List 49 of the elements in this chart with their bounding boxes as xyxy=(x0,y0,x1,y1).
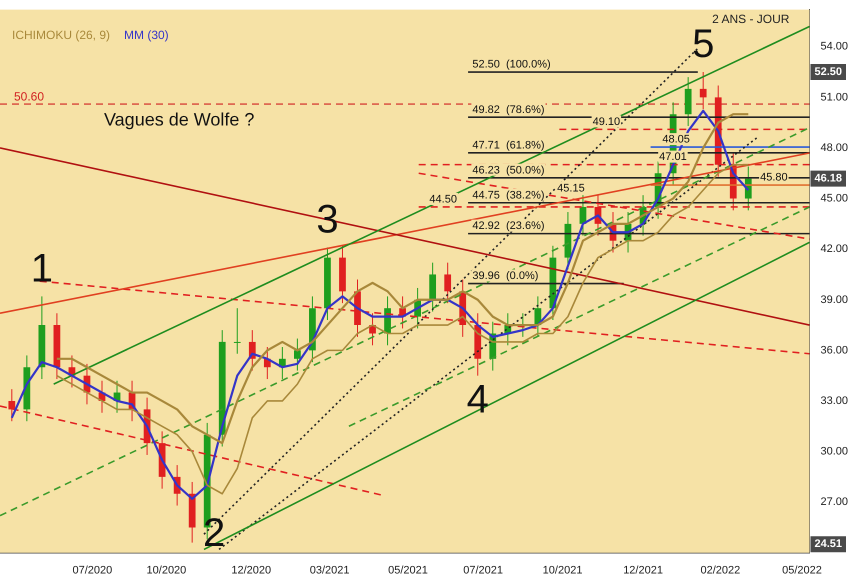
y-tick-label: 27.00 xyxy=(820,496,848,508)
y-tick-label: 54.00 xyxy=(820,40,848,53)
y-tick-label: 33.00 xyxy=(820,395,848,408)
text: ICHIMOKU (26, 9) xyxy=(12,28,110,42)
y-tick-label: 45.00 xyxy=(820,192,848,205)
annotation: 4 xyxy=(466,378,489,422)
annotation: 24.51 xyxy=(814,538,842,550)
annotation: 52.50 (100.0%) xyxy=(472,58,551,71)
candlestick xyxy=(700,72,707,110)
candlestick xyxy=(234,308,241,354)
text: MM (30) xyxy=(124,28,169,42)
annotation: 42.92 (23.6%) xyxy=(472,220,545,232)
annotation: 47.71 (61.8%) xyxy=(472,139,545,152)
y-tick-label: 42.00 xyxy=(820,243,848,256)
y-tick-label: 51.00 xyxy=(820,91,848,104)
x-tick-label: 03/2021 xyxy=(310,564,350,576)
x-tick-label: 10/2020 xyxy=(146,564,186,576)
annotation: 44.75 (38.2%) xyxy=(472,189,545,202)
x-tick-label: 12/2020 xyxy=(231,564,272,576)
chart-subtitle: 2 ANS - JOUR xyxy=(712,12,790,26)
x-tick-label: 07/2020 xyxy=(72,564,112,576)
x-tick-label: 12/2021 xyxy=(623,564,663,576)
annotation: 1 xyxy=(30,246,53,290)
annotation: 5 xyxy=(692,22,714,66)
annotation: 44.50 xyxy=(429,194,457,206)
candlestick xyxy=(580,194,586,236)
annotation: Vagues de Wolfe ? xyxy=(104,110,254,130)
y-tick-label: 39.00 xyxy=(820,294,848,306)
annotation: 52.50 xyxy=(814,66,842,78)
annotation: 49.82 (78.6%) xyxy=(472,104,545,116)
annotation: 46.23 (50.0%) xyxy=(472,164,545,176)
annotation: 45.15 xyxy=(557,182,585,195)
x-tick-label: 07/2021 xyxy=(463,564,503,576)
x-tick-label: 10/2021 xyxy=(542,564,582,576)
x-tick-label: 02/2022 xyxy=(700,564,740,576)
x-tick-label: 05/2021 xyxy=(388,564,428,576)
annotation: 46.18 xyxy=(814,172,842,185)
annotation: 49.10 xyxy=(592,116,620,128)
x-tick-label: 05/2022 xyxy=(782,564,822,576)
y-tick-label: 36.00 xyxy=(820,344,848,356)
annotation: 39.96 (0.0%) xyxy=(472,270,538,282)
annotation: 45.80 xyxy=(760,172,788,184)
candlestick xyxy=(444,262,452,304)
candlestick xyxy=(294,338,301,372)
annotation: 47.01 xyxy=(659,151,687,164)
annotation: 48.05 xyxy=(662,134,690,146)
y-tick-label: 30.00 xyxy=(820,446,848,458)
ref-line-label: 50.60 xyxy=(14,89,44,104)
y-tick-label: 48.00 xyxy=(820,142,848,154)
